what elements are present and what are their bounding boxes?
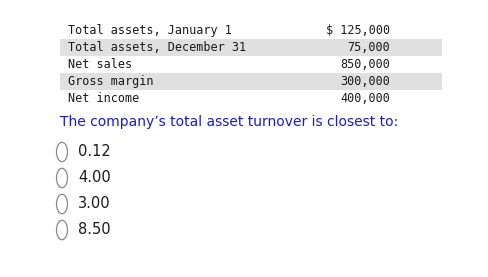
Text: Total assets, January 1: Total assets, January 1 <box>68 24 231 37</box>
Text: $ 125,000: $ 125,000 <box>325 24 389 37</box>
Text: 400,000: 400,000 <box>340 92 389 105</box>
Bar <box>60 73 441 90</box>
Text: 300,000: 300,000 <box>340 75 389 88</box>
Text: Net sales: Net sales <box>68 58 132 71</box>
Text: 75,000: 75,000 <box>346 41 389 54</box>
Text: The company’s total asset turnover is closest to:: The company’s total asset turnover is cl… <box>60 115 397 129</box>
Text: Total assets, December 31: Total assets, December 31 <box>68 41 245 54</box>
Text: 0.12: 0.12 <box>78 145 110 160</box>
Text: 850,000: 850,000 <box>340 58 389 71</box>
Text: Gross margin: Gross margin <box>68 75 153 88</box>
Text: 3.00: 3.00 <box>78 196 110 212</box>
Text: 4.00: 4.00 <box>78 171 110 186</box>
Bar <box>60 39 441 56</box>
Text: 8.50: 8.50 <box>78 222 110 237</box>
Text: Net income: Net income <box>68 92 139 105</box>
